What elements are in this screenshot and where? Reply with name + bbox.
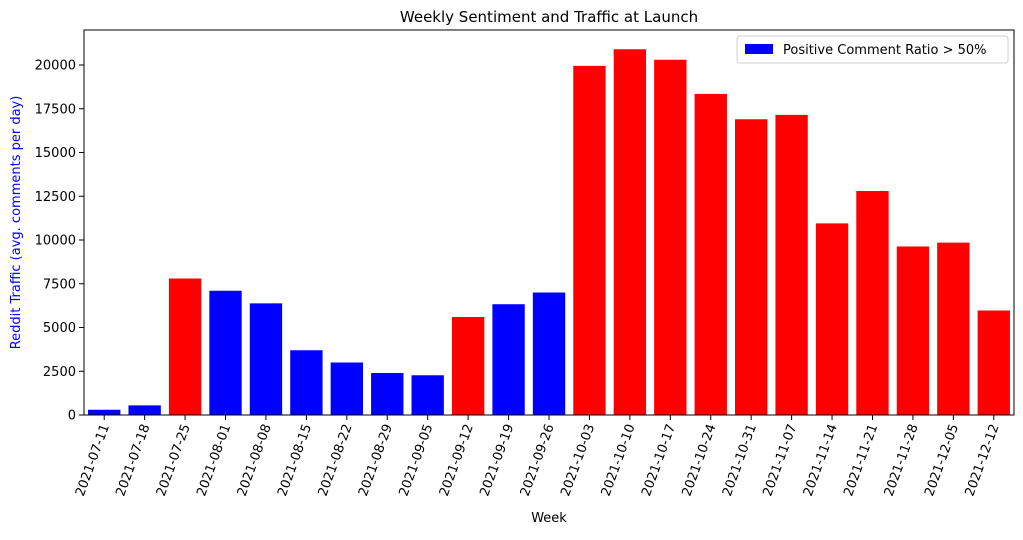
bar-2021-08-08 <box>249 303 283 415</box>
legend-swatch <box>745 44 773 54</box>
bar-2021-11-14 <box>815 223 849 416</box>
bar-2021-09-05 <box>411 375 444 415</box>
y-tick-label: 0 <box>68 409 76 424</box>
bar-2021-11-21 <box>856 191 889 415</box>
x-tick-label: 2021-08-08 <box>235 422 275 498</box>
bar-2021-09-12 <box>451 317 485 415</box>
x-tick-label: 2021-07-25 <box>154 422 194 498</box>
y-tick-label: 5000 <box>43 321 76 336</box>
bar-2021-07-11 <box>88 409 121 415</box>
x-tick-label: 2021-09-05 <box>397 422 437 498</box>
y-tick-label: 20000 <box>35 59 76 74</box>
x-tick-label: 2021-10-31 <box>720 422 760 498</box>
y-tick-label: 2500 <box>43 365 76 380</box>
legend: Positive Comment Ratio > 50% <box>736 35 1009 64</box>
y-tick-label: 10000 <box>35 234 76 249</box>
bar-2021-08-22 <box>330 362 363 415</box>
x-tick-label: 2021-08-15 <box>275 422 315 498</box>
bar-2021-10-03 <box>573 65 606 416</box>
x-tick-label: 2021-10-03 <box>558 422 598 498</box>
chart-title: Weekly Sentiment and Traffic at Launch <box>400 8 698 26</box>
x-tick-label: 2021-11-14 <box>801 422 841 498</box>
x-tick-label: 2021-08-29 <box>356 422 396 498</box>
y-axis-label: Reddit Traffic (avg. comments per day) <box>9 96 24 350</box>
x-tick-label: 2021-10-17 <box>639 422 679 498</box>
x-tick-label: 2021-09-26 <box>518 422 558 498</box>
bar-2021-07-18 <box>128 405 161 416</box>
bar-2021-07-25 <box>168 278 202 415</box>
bar-2021-10-17 <box>654 59 687 415</box>
y-tick-label: 12500 <box>35 190 76 205</box>
x-tick-label: 2021-10-10 <box>599 422 639 498</box>
x-tick-label: 2021-12-12 <box>963 422 1003 498</box>
legend-box <box>736 35 1009 64</box>
bars-layer <box>88 49 1010 416</box>
x-tick-label: 2021-09-12 <box>437 422 477 498</box>
bar-2021-08-01 <box>209 290 242 415</box>
x-tick-label: 2021-10-24 <box>680 422 720 498</box>
x-tick-label: 2021-11-21 <box>841 422 881 498</box>
bar-2021-08-29 <box>371 373 404 415</box>
y-tick-label: 7500 <box>43 277 76 292</box>
bar-2021-11-07 <box>775 114 808 416</box>
bar-2021-09-19 <box>492 304 525 415</box>
x-tick-label: 2021-09-19 <box>477 422 517 498</box>
bar-2021-09-26 <box>532 292 566 415</box>
x-tick-label: 2021-08-22 <box>316 422 356 498</box>
x-tick-label: 2021-08-01 <box>194 422 234 498</box>
x-tick-label: 2021-11-28 <box>882 422 922 498</box>
x-tick-label: 2021-07-11 <box>73 422 113 498</box>
bar-2021-10-31 <box>735 119 768 415</box>
bar-2021-12-12 <box>977 310 1010 415</box>
x-axis-label: Week <box>531 511 567 526</box>
y-tick-label: 15000 <box>35 146 76 161</box>
x-tick-label: 2021-07-18 <box>113 422 153 498</box>
x-tick-label: 2021-12-05 <box>922 422 962 498</box>
bar-2021-10-10 <box>613 49 647 415</box>
y-tick-label: 17500 <box>35 102 76 117</box>
x-tick-label: 2021-11-07 <box>760 422 800 498</box>
bar-2021-12-05 <box>937 242 970 416</box>
bar-2021-11-28 <box>896 246 930 415</box>
bar-2021-10-24 <box>694 93 727 416</box>
bar-2021-08-15 <box>290 350 323 415</box>
legend-label: Positive Comment Ratio > 50% <box>783 43 987 58</box>
